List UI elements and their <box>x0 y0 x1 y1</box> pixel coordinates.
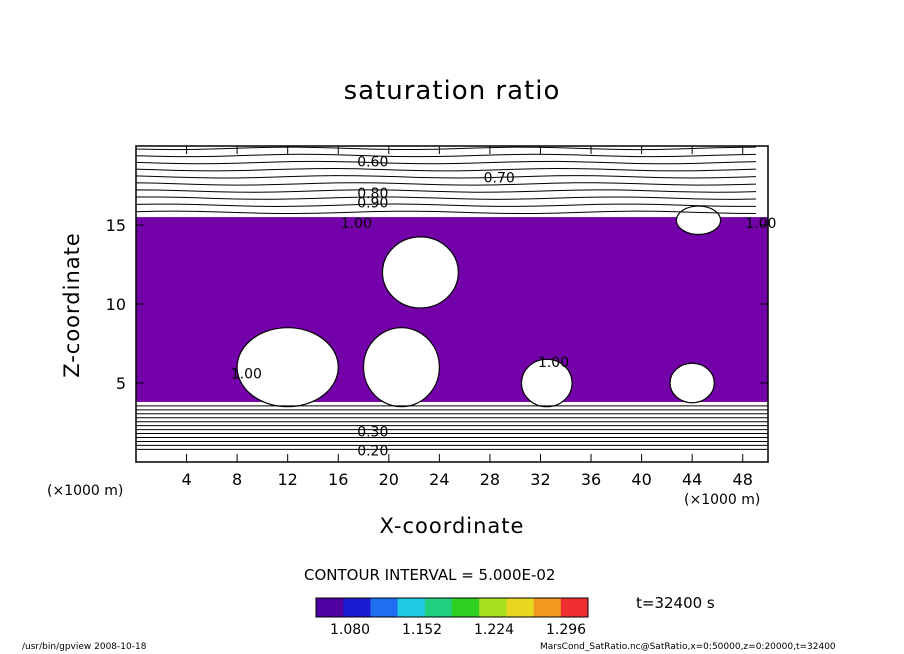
x-tick-label: 12 <box>278 470 298 489</box>
upper-contour-line <box>135 160 757 165</box>
contour-label: 0.70 <box>484 170 515 186</box>
x-tick-label: 44 <box>682 470 702 489</box>
colorbar-segment <box>533 598 562 617</box>
contour-label: 0.20 <box>357 444 388 460</box>
contour-label: 0.90 <box>357 196 388 212</box>
x-tick-label: 16 <box>328 470 348 489</box>
contour-label: 1.00 <box>745 216 776 232</box>
upper-contour-line <box>135 189 757 193</box>
time-annotation: t=32400 s <box>636 594 715 612</box>
colorbar-segment <box>452 598 480 617</box>
x-tick-label: 4 <box>181 470 191 489</box>
y-tick-label: 15 <box>106 216 126 235</box>
x-tick-label: 24 <box>429 470 449 489</box>
colorbar-segment <box>424 598 453 617</box>
footer-source: MarsCond_SatRatio.nc@SatRatio,x=0:50000,… <box>540 642 836 652</box>
contour-label: 1.00 <box>341 216 372 232</box>
y-tick-label: 10 <box>106 295 126 314</box>
contour-label: 0.60 <box>357 155 388 171</box>
chart-title: saturation ratio <box>343 76 561 106</box>
colorbar-tick-label: 1.080 <box>330 622 371 638</box>
upper-contour-line <box>135 203 757 207</box>
x-tick-label: 20 <box>379 470 399 489</box>
clear-pocket-1 <box>236 327 339 408</box>
contour-label: 1.00 <box>538 355 569 371</box>
clear-pocket-3 <box>520 358 573 408</box>
colorbar-tick-label: 1.224 <box>474 622 515 638</box>
colorbar-segment <box>479 598 507 617</box>
upper-contour-line <box>135 175 757 179</box>
upper-contour-line <box>135 146 757 151</box>
colorbar-segment <box>397 598 426 617</box>
x-tick-label: 28 <box>480 470 500 489</box>
y-tick-label: 5 <box>116 374 126 393</box>
clear-pocket-0 <box>381 236 459 309</box>
clear-pocket-4 <box>669 362 715 404</box>
contour-label: 1.00 <box>231 366 262 382</box>
x-axis-label: X-coordinate <box>379 514 525 538</box>
x-tick-label: 40 <box>631 470 651 489</box>
colorbar-tick-label: 1.152 <box>402 622 443 638</box>
upper-contour-line <box>135 210 757 215</box>
upper-contour-line <box>135 196 757 200</box>
contour-label: 0.80 <box>357 186 388 202</box>
upper-contour-line <box>135 153 757 158</box>
colorbar-segment <box>370 598 399 617</box>
colorbar-frame <box>315 597 589 618</box>
x-tick-label: 32 <box>530 470 550 489</box>
colorbar-tick-label: 1.296 <box>546 622 587 638</box>
clear-pocket-2 <box>362 327 440 408</box>
clear-pocket-5 <box>675 205 722 236</box>
x-tick-label: 48 <box>733 470 753 489</box>
colorbar-segment <box>316 598 344 617</box>
contour-label: 0.30 <box>357 425 388 441</box>
colorbar-segment <box>506 598 535 617</box>
x-tick-label: 8 <box>232 470 242 489</box>
x-unit-label-right: (×1000 m) <box>684 492 761 508</box>
upper-contour-line <box>135 182 757 186</box>
upper-contour-line <box>135 168 757 172</box>
x-unit-label-left: (×1000 m) <box>47 483 124 499</box>
colorbar-segment <box>560 598 589 617</box>
x-tick-label: 36 <box>581 470 601 489</box>
footer-program-date: /usr/bin/gpview 2008-10-18 <box>22 642 147 652</box>
contour-interval-note: CONTOUR INTERVAL = 5.000E-02 <box>304 566 556 584</box>
colorbar-segment <box>343 598 371 617</box>
